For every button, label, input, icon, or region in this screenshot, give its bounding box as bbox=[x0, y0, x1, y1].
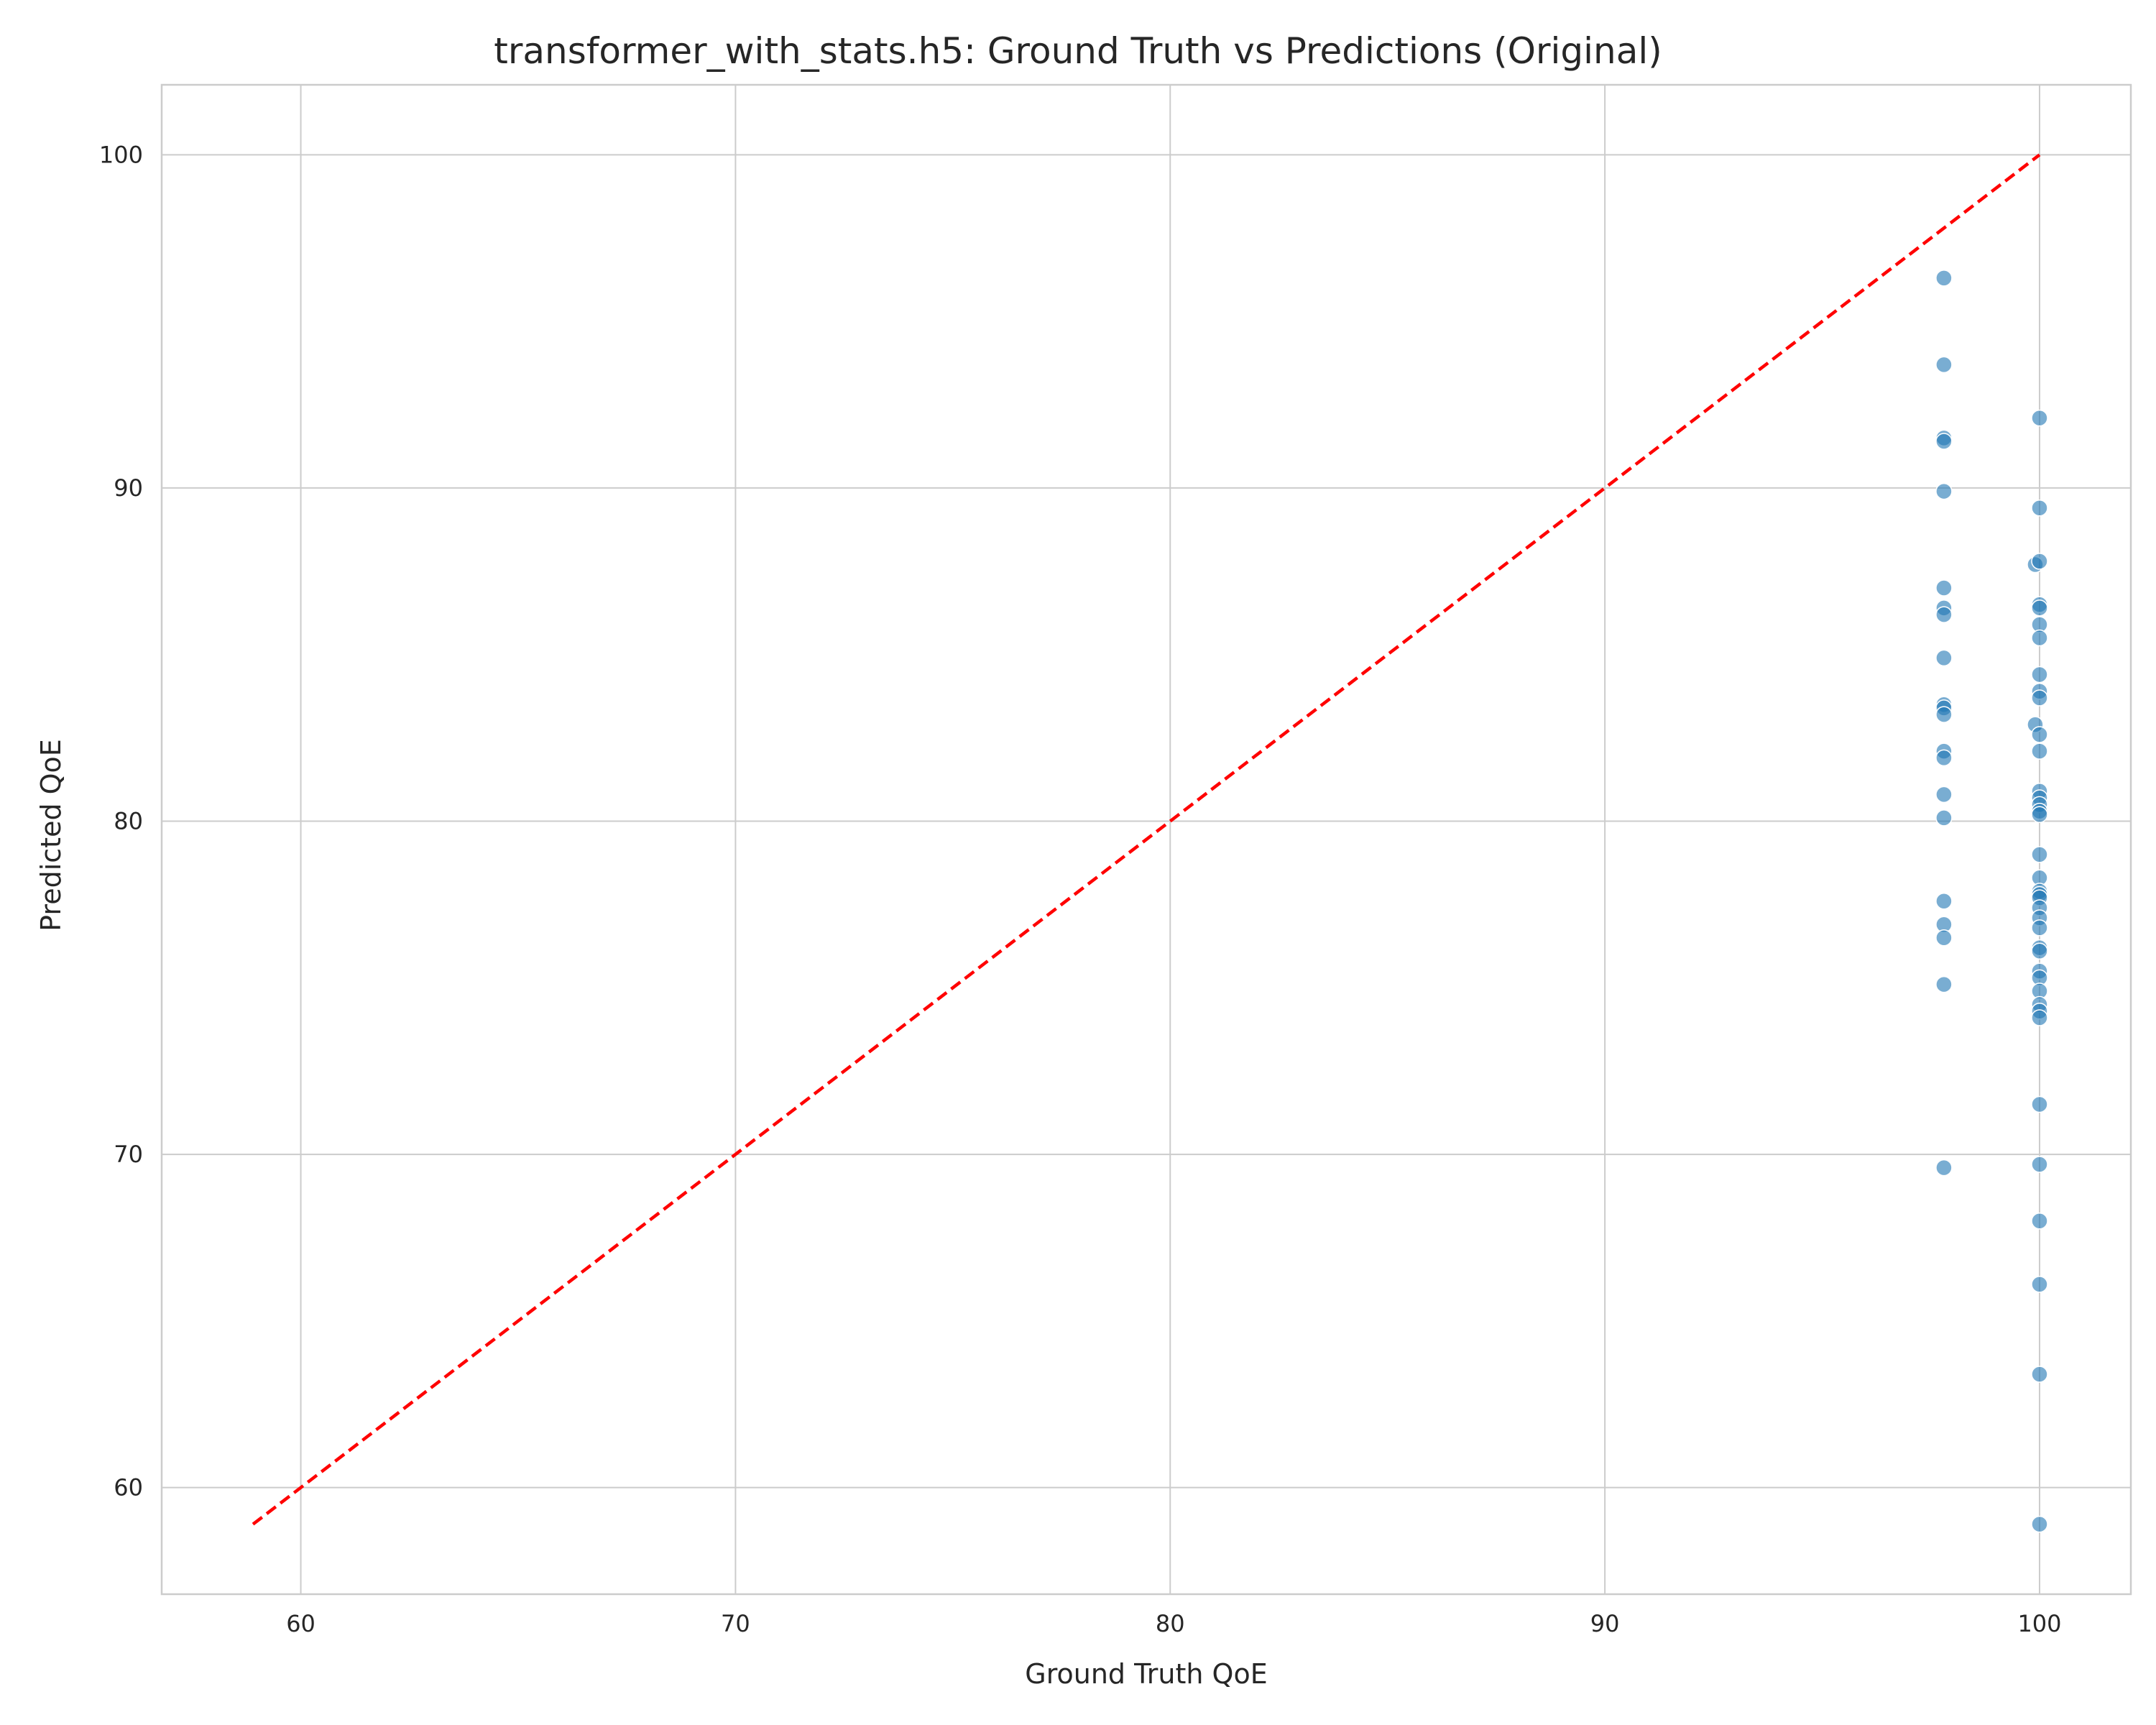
data-point bbox=[2031, 666, 2048, 684]
y-tick-label: 80 bbox=[114, 808, 143, 835]
data-point bbox=[1935, 606, 1953, 623]
data-point bbox=[1935, 579, 1953, 597]
x-tick-labels: 60 70 80 90 100 bbox=[286, 1610, 2061, 1637]
data-point bbox=[2031, 742, 2048, 760]
data-point bbox=[1935, 809, 1953, 827]
data-point bbox=[2031, 846, 2048, 863]
data-point bbox=[1935, 929, 1953, 947]
y-tick-label: 70 bbox=[114, 1141, 143, 1168]
data-point bbox=[1935, 482, 1953, 500]
data-points bbox=[1935, 270, 2048, 1533]
data-point bbox=[1935, 749, 1953, 767]
x-tick-label: 60 bbox=[286, 1610, 315, 1637]
data-point bbox=[2031, 599, 2048, 617]
chart-title: transformer_with_stats.h5: Ground Truth … bbox=[494, 30, 1662, 72]
y-axis-label: Predicted QoE bbox=[35, 739, 67, 932]
reference-line bbox=[252, 153, 2041, 1526]
data-point bbox=[2031, 499, 2048, 517]
data-point bbox=[1935, 356, 1953, 374]
data-point bbox=[2031, 1156, 2048, 1173]
y-tick-label: 90 bbox=[114, 474, 143, 502]
data-point bbox=[2031, 409, 2048, 427]
data-point bbox=[2031, 1366, 2048, 1383]
y-tick-label: 100 bbox=[99, 141, 143, 168]
x-axis-label: Ground Truth QoE bbox=[1025, 1658, 1267, 1690]
x-tick-label: 80 bbox=[1156, 1610, 1185, 1637]
data-point bbox=[2031, 1213, 2048, 1230]
data-point bbox=[2031, 726, 2048, 743]
data-point bbox=[1935, 786, 1953, 804]
x-tick-label: 90 bbox=[1590, 1610, 1620, 1637]
data-point bbox=[2031, 1009, 2048, 1026]
data-point bbox=[1935, 270, 1953, 287]
data-point bbox=[2031, 806, 2048, 823]
data-point bbox=[1935, 975, 1953, 993]
data-point bbox=[1935, 893, 1953, 910]
y-tick-labels: 60 70 80 90 100 bbox=[99, 141, 143, 1501]
data-point bbox=[2031, 1276, 2048, 1293]
data-point bbox=[2031, 1095, 2048, 1113]
data-point bbox=[1935, 706, 1953, 723]
plot-frame bbox=[160, 83, 2132, 1596]
data-point bbox=[2031, 1515, 2048, 1533]
data-point bbox=[2031, 689, 2048, 707]
data-point bbox=[1935, 433, 1953, 450]
data-point bbox=[2031, 629, 2048, 647]
y-tick-label: 60 bbox=[114, 1474, 143, 1501]
x-tick-label: 100 bbox=[2017, 1610, 2061, 1637]
x-tick-label: 70 bbox=[721, 1610, 750, 1637]
data-point bbox=[1935, 1159, 1953, 1177]
data-point bbox=[2031, 553, 2048, 570]
grid bbox=[162, 85, 2131, 1594]
data-point bbox=[2031, 942, 2048, 960]
data-point bbox=[2031, 919, 2048, 937]
data-point bbox=[1935, 649, 1953, 667]
